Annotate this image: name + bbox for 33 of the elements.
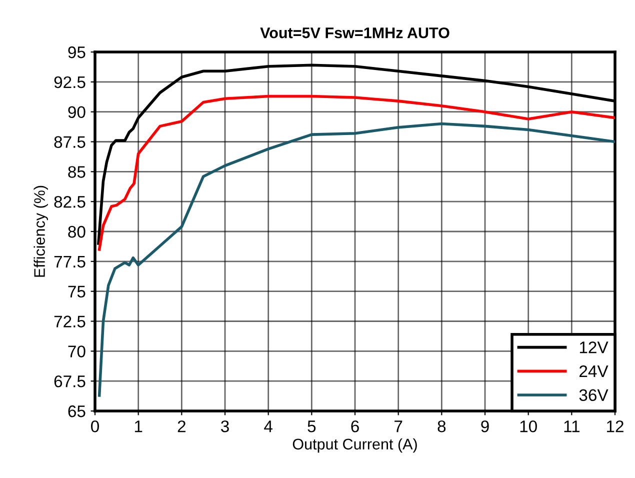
- y-tick-label: 75: [68, 286, 86, 298]
- chart-title: Vout=5V Fsw=1MHz AUTO: [260, 27, 450, 38]
- y-axis-title: Efficiency (%): [34, 186, 48, 277]
- y-tick-label: 72.5: [54, 316, 86, 328]
- y-tick-label: 90: [68, 106, 86, 118]
- x-tick-label: 7: [394, 420, 402, 432]
- y-tick-label: 95: [68, 46, 86, 58]
- x-tick-label: 10: [520, 420, 537, 432]
- line-series: [98, 94, 615, 251]
- x-tick-label: 9: [481, 420, 489, 432]
- legend-label: 24V: [580, 365, 608, 378]
- y-tick-label: 87.5: [54, 136, 86, 148]
- x-tick-label: 8: [438, 420, 446, 432]
- y-tick-label: 92.5: [54, 76, 86, 88]
- x-tick-label: 4: [264, 420, 272, 432]
- x-tick-label: 1: [134, 420, 142, 432]
- x-axis-title: Output Current (A): [292, 438, 417, 453]
- y-tick-label: 85: [68, 166, 86, 178]
- y-tick-label: 80: [68, 226, 86, 238]
- x-tick-label: 6: [351, 420, 359, 432]
- y-tick-label: 82.5: [54, 196, 86, 208]
- x-tick-label: 0: [91, 420, 99, 432]
- legend-label: 36V: [579, 389, 608, 402]
- y-tick-label: 65: [68, 405, 86, 418]
- x-tick-label: 12: [607, 420, 624, 432]
- x-tick-label: 3: [221, 420, 229, 432]
- legend-label: 12V: [580, 341, 608, 354]
- y-tick-label: 70: [68, 346, 86, 358]
- x-tick-label: 5: [308, 420, 316, 432]
- x-tick-label: 2: [178, 420, 186, 432]
- y-tick-label: 77.5: [54, 256, 86, 268]
- x-tick-label: 11: [564, 420, 580, 432]
- y-tick-label: 67.5: [54, 375, 86, 388]
